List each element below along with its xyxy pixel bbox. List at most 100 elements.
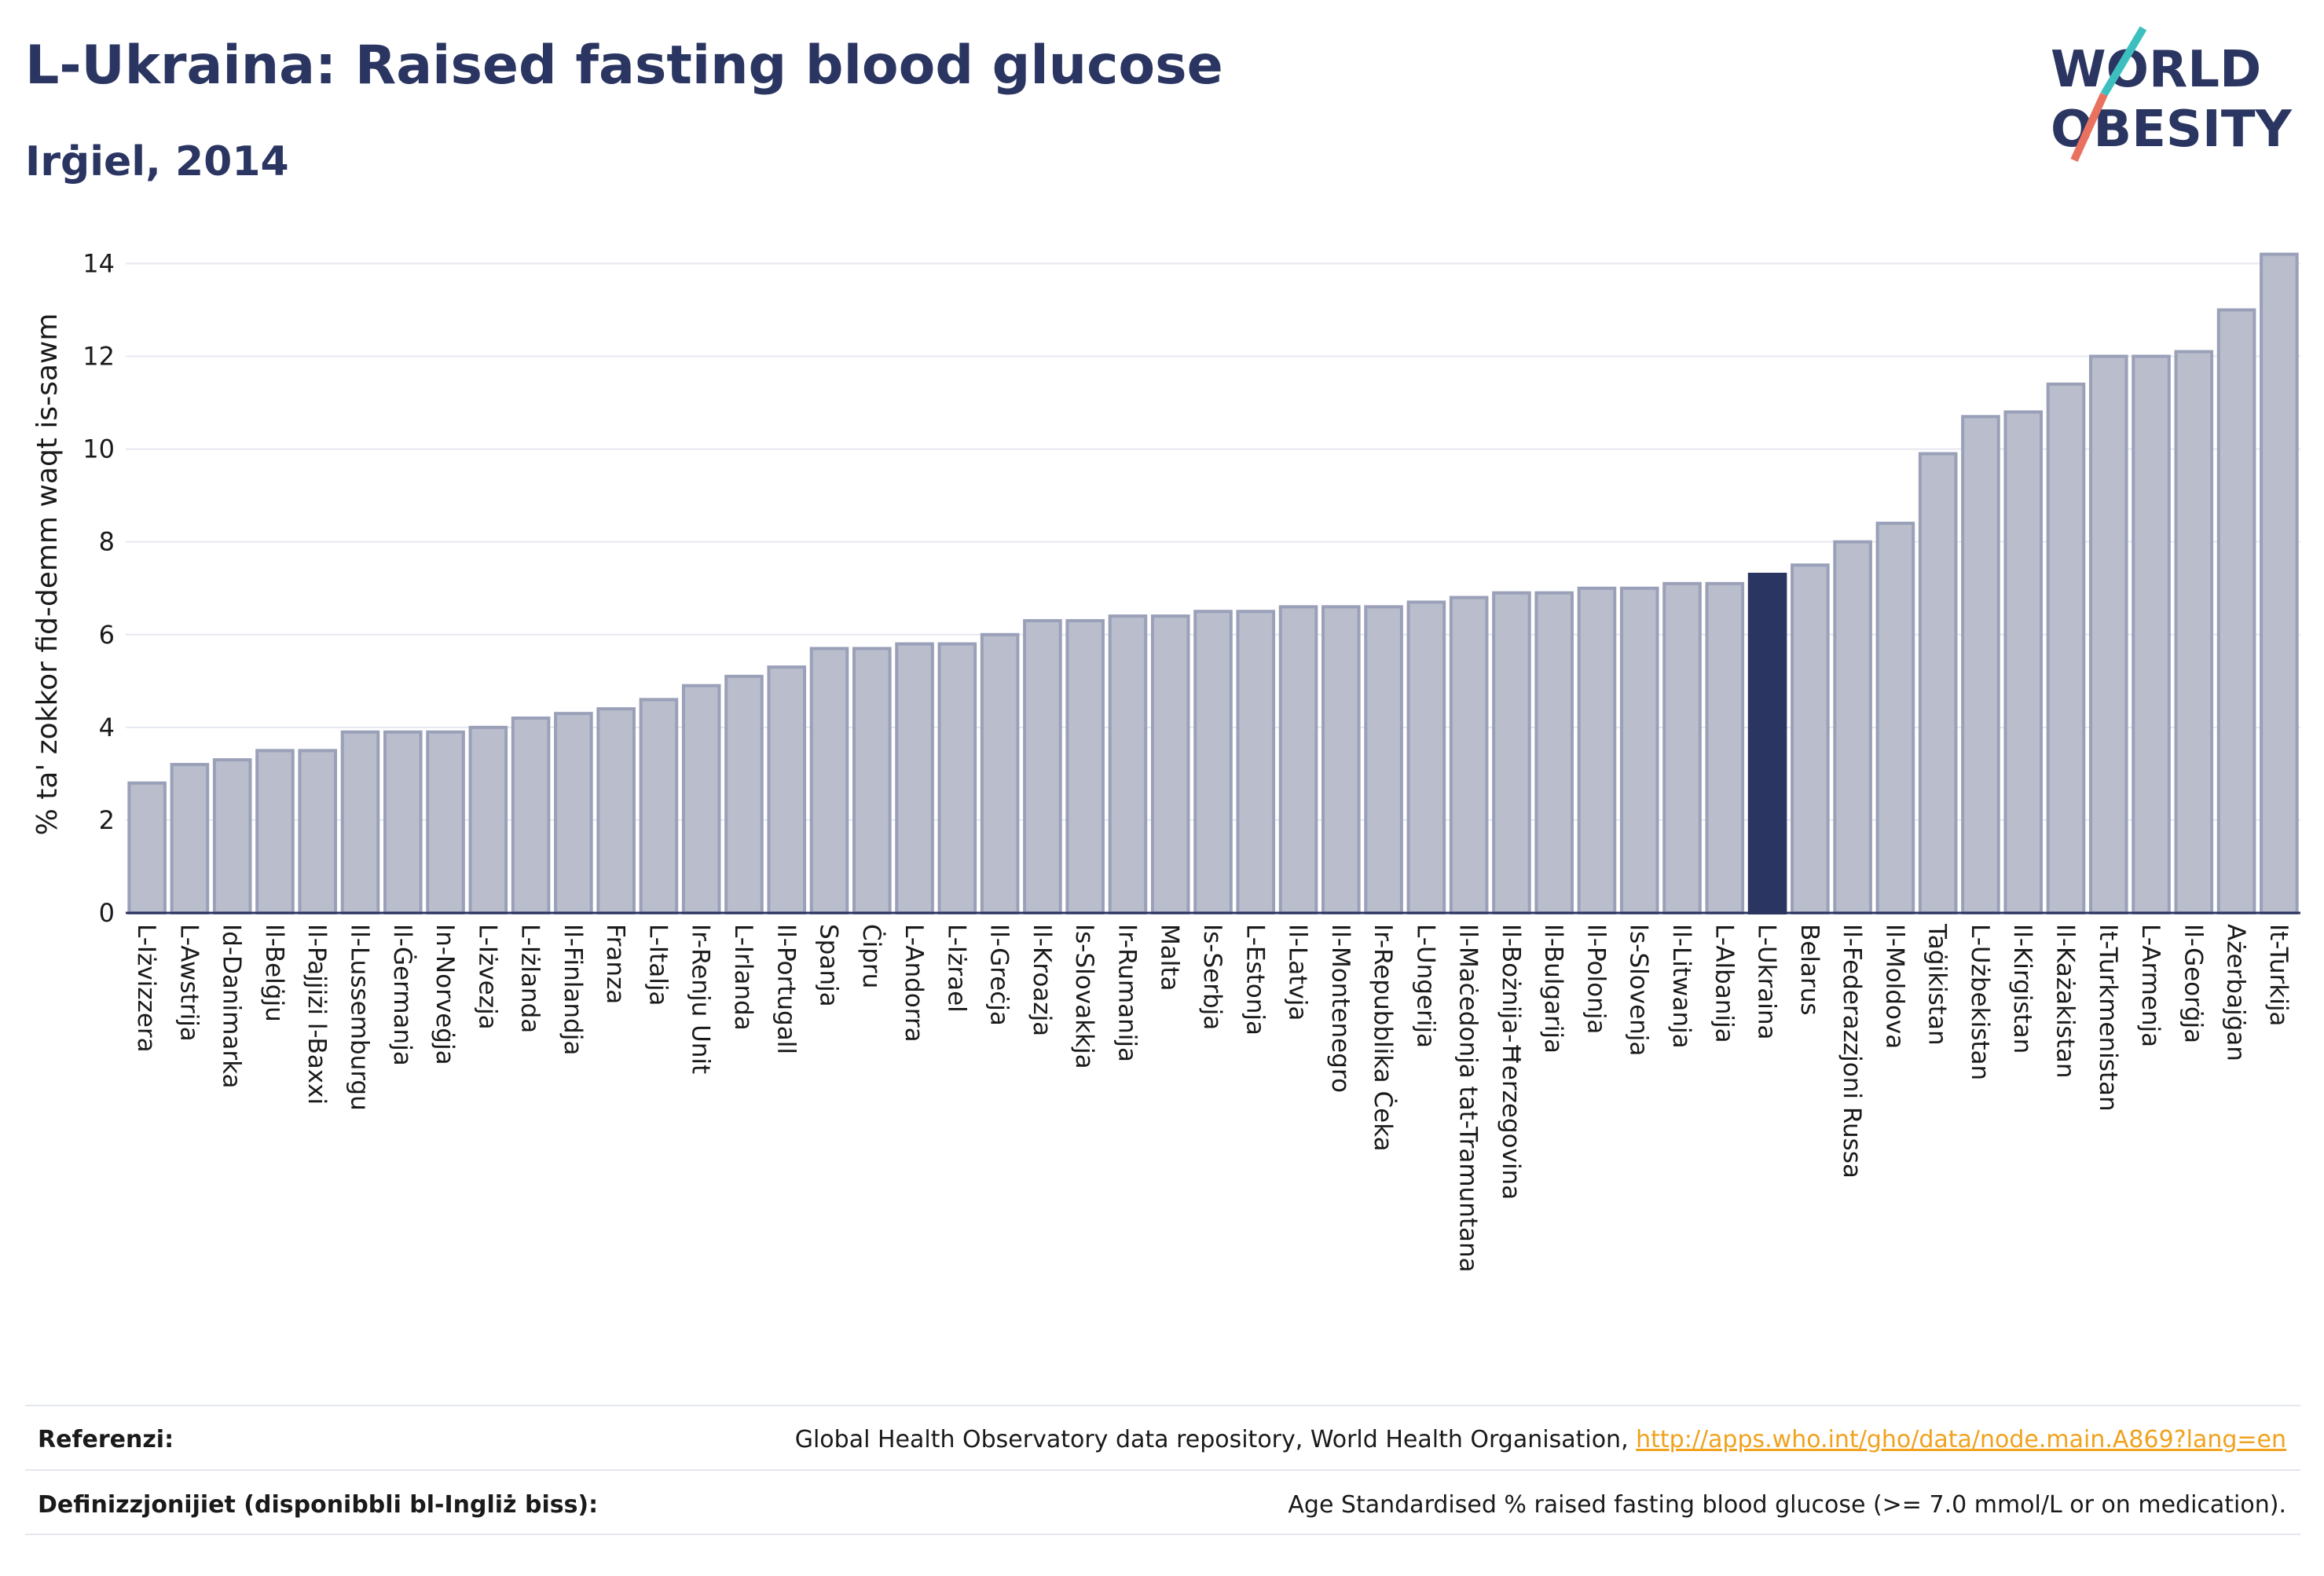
x-tick-label: L-Ukraina bbox=[1753, 924, 1781, 1040]
x-tick-label: Is-Slovakkja bbox=[1070, 924, 1098, 1069]
bar bbox=[426, 730, 465, 915]
x-tick-label: Il-Montenegro bbox=[1326, 924, 1354, 1093]
logo-line1: WORLD bbox=[2051, 41, 2261, 99]
bar bbox=[809, 647, 849, 914]
bar bbox=[1492, 591, 1531, 915]
bar bbox=[1150, 614, 1190, 914]
x-tick-label: L-Awstrija bbox=[174, 924, 203, 1042]
definitions-text: Age Standardised % raised fasting blood … bbox=[1288, 1491, 2286, 1519]
x-tick-label: Il-Greċja bbox=[985, 924, 1014, 1026]
bar bbox=[1108, 614, 1148, 914]
bar bbox=[298, 749, 338, 914]
bar bbox=[1791, 563, 1830, 914]
bar-highlight bbox=[1747, 573, 1787, 914]
bar bbox=[511, 717, 551, 914]
x-tick-label: Id-Danimarka bbox=[218, 924, 246, 1088]
bar bbox=[1961, 415, 2000, 914]
x-tick-label: Il-Portugall bbox=[772, 924, 800, 1054]
bar bbox=[1449, 596, 1489, 915]
bar bbox=[383, 730, 423, 915]
x-tick-label: Il-Federazzjoni Russa bbox=[1838, 924, 1866, 1178]
bar bbox=[340, 730, 380, 915]
chart-subtitle: Irġiel, 2014 bbox=[25, 138, 289, 185]
bar bbox=[895, 642, 934, 914]
x-tick-label: Il-Pajjiżi l-Baxxi bbox=[302, 924, 331, 1105]
bar bbox=[2174, 350, 2214, 915]
x-tick-label: Il-Bulgarija bbox=[1539, 924, 1567, 1054]
x-tick-label: Franza bbox=[601, 924, 629, 1004]
x-tick-label: Spanja bbox=[815, 924, 843, 1007]
y-tick-label: 12 bbox=[82, 342, 115, 372]
x-tick-label: L-Albanija bbox=[1710, 924, 1738, 1043]
x-tick-label: Ir-Renju Unit bbox=[687, 924, 715, 1074]
bar bbox=[212, 758, 252, 914]
x-tick-label: Il-Bożnija-Ħerzegovina bbox=[1497, 924, 1525, 1200]
x-tick-label: L-Irlanda bbox=[729, 924, 757, 1031]
logo-slash-teal bbox=[2100, 26, 2147, 97]
bar bbox=[1278, 605, 1318, 915]
x-tick-label: Il-Moldova bbox=[1880, 924, 1908, 1049]
x-tick-label: Ir-Repubblika Ċeka bbox=[1369, 924, 1398, 1152]
x-tick-label: Il-Kirgistan bbox=[2008, 924, 2036, 1054]
bar bbox=[554, 712, 593, 914]
x-tick-label: Il-Polonja bbox=[1582, 924, 1610, 1034]
y-tick-label: 2 bbox=[99, 805, 115, 835]
definitions-label: Definizzjonijiet (disponibbli bl-Ingliż … bbox=[38, 1491, 599, 1519]
x-tick-label: Ċipru bbox=[857, 924, 886, 988]
x-tick-label: Ir-Rumanija bbox=[1113, 924, 1141, 1062]
bar bbox=[1662, 581, 1702, 914]
bar bbox=[170, 763, 210, 914]
x-tick-label: Taġikistan bbox=[1923, 923, 1952, 1046]
bar bbox=[1534, 591, 1574, 915]
world-obesity-logo: WORLD OBESITY bbox=[2051, 26, 2292, 163]
x-tick-label: Il-Maċedonja tat-Tramuntana bbox=[1454, 924, 1483, 1273]
x-tick-label: Is-Serbja bbox=[1198, 924, 1226, 1030]
x-tick-label: Belarus bbox=[1795, 924, 1824, 1016]
x-tick-label: L-Iżvizzera bbox=[132, 924, 160, 1053]
bar bbox=[937, 642, 977, 914]
x-tick-label: Ażerbajġan bbox=[2222, 924, 2250, 1061]
bar bbox=[1406, 600, 1446, 915]
bar bbox=[2132, 354, 2171, 914]
x-tick-label: L-Armenja bbox=[2136, 924, 2165, 1047]
x-tick-label: L-Iżvezja bbox=[473, 924, 501, 1030]
x-tick-label: In-Norveġja bbox=[431, 924, 459, 1065]
chart-title: L-Ukraina: Raised fasting blood glucose bbox=[25, 35, 1223, 97]
bar bbox=[852, 647, 892, 914]
y-tick-label: 0 bbox=[99, 898, 115, 928]
bar bbox=[127, 781, 167, 914]
references-link[interactable]: http://apps.who.int/gho/data/node.main.A… bbox=[1636, 1426, 2286, 1453]
bar bbox=[2088, 354, 2128, 914]
x-tick-label: L-Estonja bbox=[1241, 924, 1269, 1035]
x-tick-label: Il-Finlandja bbox=[559, 924, 587, 1055]
x-tick-label: Il-Georġja bbox=[2179, 924, 2207, 1043]
references-label: Referenzi: bbox=[38, 1426, 174, 1453]
bar bbox=[767, 665, 807, 915]
x-tick-label: Is-Slovenja bbox=[1625, 924, 1653, 1056]
logo-slash-red bbox=[2070, 92, 2108, 163]
references-source: Global Health Observatory data repositor… bbox=[794, 1426, 1637, 1453]
x-tick-label: Il-Ġermanja bbox=[388, 924, 417, 1066]
bar bbox=[2216, 308, 2256, 914]
bar bbox=[1833, 540, 1872, 914]
x-tick-label: Il-Kroazja bbox=[1028, 924, 1056, 1036]
bar bbox=[639, 698, 679, 914]
bar bbox=[2046, 382, 2086, 914]
bar bbox=[681, 684, 721, 914]
x-tick-label: L-Andorra bbox=[900, 924, 928, 1043]
x-tick-label: Malta bbox=[1156, 924, 1184, 991]
x-tick-label: Il-Lussemburgu bbox=[346, 924, 374, 1111]
bar bbox=[1193, 610, 1233, 914]
y-axis-label: % ta' zokkor fid-demm waqt is-sawm bbox=[31, 313, 64, 836]
bar bbox=[1023, 619, 1062, 914]
y-tick-label: 6 bbox=[99, 620, 115, 650]
bar bbox=[1705, 581, 1745, 914]
bar bbox=[1918, 452, 1958, 914]
x-tick-label: It-Turkmenistan bbox=[2094, 924, 2122, 1112]
bar bbox=[596, 707, 636, 914]
bar bbox=[1619, 586, 1659, 914]
bar bbox=[2003, 410, 2044, 914]
y-tick-label: 14 bbox=[82, 248, 115, 278]
bar bbox=[980, 632, 1020, 914]
bar bbox=[1321, 605, 1361, 915]
